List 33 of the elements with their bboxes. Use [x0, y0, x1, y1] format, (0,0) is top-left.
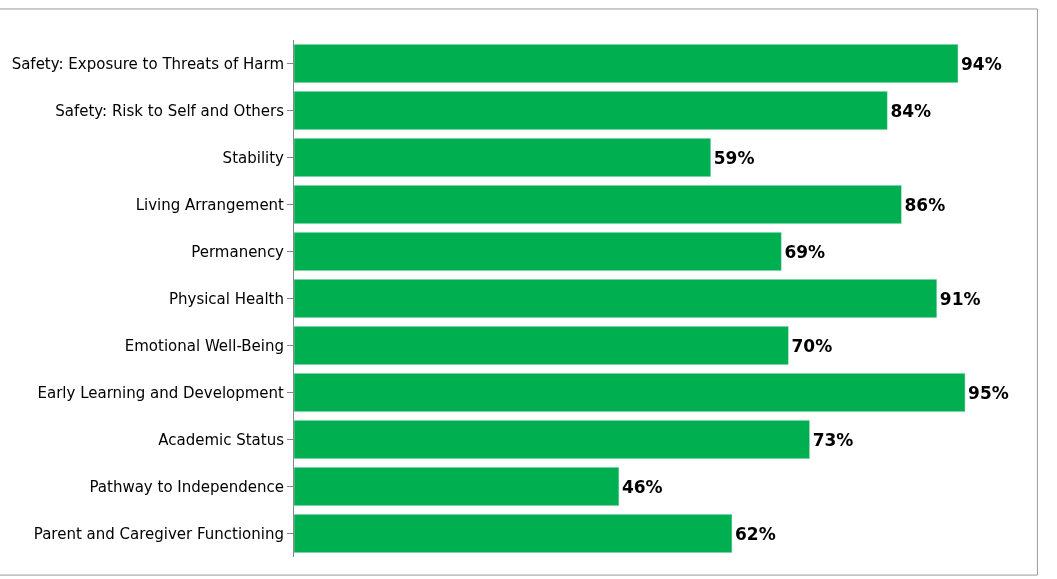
y-tick-label: Physical Health — [168, 289, 284, 308]
data-label: 73% — [812, 429, 854, 450]
data-label: 59% — [713, 147, 755, 168]
y-tick-label: Early Learning and Development — [37, 383, 285, 402]
data-label: 94% — [961, 53, 1002, 74]
bar — [294, 137, 712, 178]
data-label: 95% — [968, 382, 1009, 403]
bar — [294, 419, 810, 460]
data-label: 91% — [939, 288, 981, 309]
y-tick-label: Academic Status — [158, 430, 285, 449]
bar — [294, 372, 966, 413]
y-tick-label: Safety: Exposure to Threats of Harm — [11, 54, 284, 73]
y-tick-label: Emotional Well-Being — [124, 336, 284, 355]
y-tick-label: Permanency — [191, 242, 285, 261]
bar — [294, 184, 902, 225]
y-tick-label: Safety: Risk to Self and Others — [55, 101, 285, 120]
y-tick-label: Stability — [222, 148, 285, 167]
y-tick-label: Living Arrangement — [135, 195, 285, 214]
data-label: 69% — [784, 241, 826, 262]
data-label: 46% — [621, 476, 663, 497]
bar — [294, 231, 782, 272]
bar — [294, 325, 789, 366]
y-tick-label: Pathway to Independence — [89, 477, 284, 496]
data-label: 86% — [904, 194, 946, 215]
bar — [294, 43, 959, 84]
bar — [294, 278, 938, 319]
bar — [294, 466, 620, 507]
data-label: 84% — [890, 100, 932, 121]
bar — [294, 513, 733, 554]
data-label: 70% — [791, 335, 833, 356]
y-tick-label: Parent and Caregiver Functioning — [33, 524, 284, 543]
data-label: 62% — [734, 523, 776, 544]
bar — [294, 90, 888, 131]
